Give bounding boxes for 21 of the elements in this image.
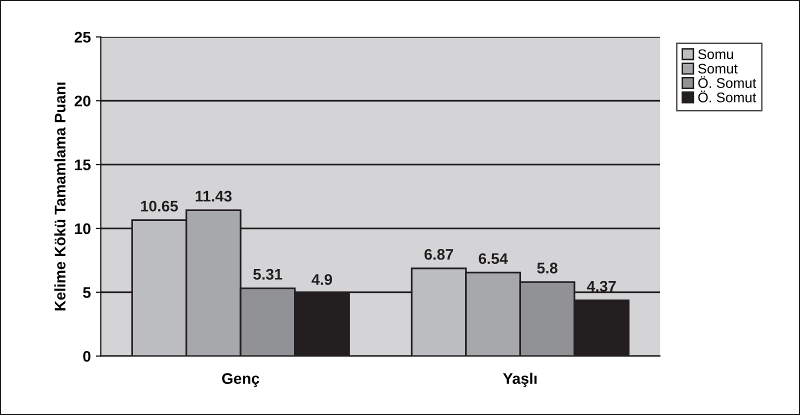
y-axis-title: Kelime Kökü Tamamlama Puanı <box>54 82 66 310</box>
data-label: 5.31 <box>253 268 282 280</box>
data-label: 6.54 <box>478 253 508 264</box>
data-label: 4.9 <box>312 274 332 285</box>
y-tick-label: 25 <box>74 32 91 43</box>
legend-label: Somu <box>698 49 733 60</box>
data-label: 5.8 <box>537 262 558 274</box>
data-label: 4.37 <box>586 280 616 292</box>
legend-label: Ö. Somut <box>698 76 756 88</box>
data-label: 10.65 <box>141 200 178 212</box>
y-tick-label: 0 <box>83 350 90 362</box>
y-tick-label: 10 <box>75 223 90 234</box>
data-label: 11.43 <box>196 190 232 202</box>
x-tick-label: Genç <box>222 373 260 387</box>
legend-label: Somut <box>698 64 738 74</box>
x-tick-label: Yaşlı <box>503 372 537 387</box>
legend-label: Ö. Somut <box>698 90 756 102</box>
data-label: 6.87 <box>424 248 454 260</box>
y-tick-label: 20 <box>74 96 90 106</box>
y-tick-label: 5 <box>83 287 91 298</box>
y-tick-label: 15 <box>75 160 91 170</box>
